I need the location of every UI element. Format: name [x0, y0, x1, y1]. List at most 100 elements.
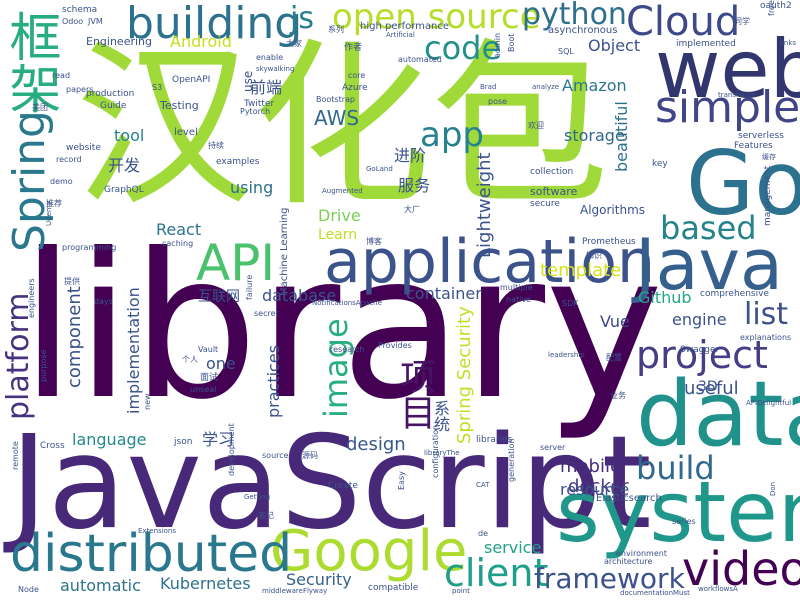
word-libraries: libraries	[476, 435, 513, 445]
word-management: management	[763, 165, 773, 226]
word-one: one	[206, 354, 236, 373]
word-free: free	[767, 0, 776, 16]
word-server: server	[540, 443, 566, 452]
word-3d: 3D	[698, 379, 718, 395]
word-zhishi: 知识	[586, 251, 602, 260]
word-hulianwang: 互联网	[198, 289, 240, 305]
word-use: use	[241, 70, 255, 92]
word-development: development	[227, 423, 236, 476]
word-simple: simple	[655, 82, 800, 133]
word-springsecurity: Spring Security	[454, 306, 475, 444]
word-project: project	[636, 333, 768, 377]
word-peizhi: 配置	[606, 353, 622, 362]
word-go: Go	[686, 132, 800, 235]
word-architecture: architecture	[604, 557, 653, 566]
word-days: days	[94, 297, 113, 306]
word-translation: translation	[718, 91, 756, 99]
word-source: source	[262, 451, 289, 460]
word-huanying: 欢迎	[528, 121, 544, 130]
word-guide: Guide	[100, 101, 127, 111]
word-jvm: JVM	[88, 17, 103, 26]
word-admin: admin	[493, 32, 502, 58]
word-yewu: 业务	[610, 391, 626, 400]
word-series: series	[672, 517, 696, 526]
word-features: Features	[734, 141, 773, 151]
word-beautiful: beautiful	[612, 101, 631, 172]
word-provides: Provides	[378, 341, 412, 350]
word-native: native	[506, 295, 531, 304]
word-biji: 笔记	[258, 511, 274, 520]
word-based: based	[660, 209, 757, 247]
word-don: Don	[769, 481, 777, 496]
word-kaifa: 开发	[108, 156, 141, 175]
word-engineering: Engineering	[86, 35, 152, 48]
word-twitter: Twitter	[244, 99, 275, 109]
word-data: data	[636, 362, 800, 467]
word-enable: enable	[256, 53, 284, 62]
word-create: Create	[328, 481, 358, 491]
word-collection: collection	[530, 167, 574, 177]
word-app: app	[420, 115, 484, 155]
word-language: language	[72, 430, 147, 449]
word-point: point	[452, 587, 470, 595]
word-compatible: compatible	[368, 583, 419, 593]
word-node: Node	[18, 585, 39, 594]
word-resource: resource	[560, 480, 630, 499]
word-pytorch: Pytorch	[240, 107, 271, 116]
word-js: js	[290, 1, 314, 36]
word-using: using	[230, 178, 274, 197]
word-key: key	[652, 159, 668, 169]
word-augmented: Augmented	[322, 187, 363, 195]
word-python: python	[522, 0, 627, 32]
word-easy: Easy	[397, 471, 406, 490]
word-xitong: 系统	[431, 400, 450, 432]
word-new: new	[143, 393, 152, 410]
word-service: service	[484, 538, 542, 557]
word-xuexi: 学习	[202, 430, 235, 449]
word-apidelightful: APIDelightful	[746, 399, 792, 407]
word-web: web	[655, 23, 800, 116]
word-pose: pose	[488, 97, 508, 106]
word-list: list	[744, 297, 789, 332]
word-docker: docker	[568, 476, 629, 497]
word-level: level	[174, 127, 198, 138]
word-image: image	[317, 318, 355, 418]
word-failure: failure	[245, 274, 254, 300]
word-zuozhe: 作者	[344, 43, 363, 53]
word-odoo: Odoo	[62, 17, 84, 26]
word-purpose: purpose	[39, 349, 48, 383]
word-comprehensive: comprehensive	[700, 289, 769, 299]
word-configuration: configuration	[431, 424, 440, 478]
word-highperformance: high performance	[360, 21, 450, 32]
word-storage: storage	[564, 126, 625, 145]
word-documentationmust: documentationMust	[620, 589, 690, 597]
word-production: production	[86, 89, 135, 99]
word-generation: generation	[507, 438, 516, 482]
word-geren: 个人	[182, 355, 198, 364]
word-algorithms: Algorithms	[580, 203, 646, 217]
word-research: research	[330, 345, 365, 354]
word-environment: environment	[616, 549, 667, 558]
word-librarythe: libraryThe	[424, 449, 460, 457]
word-demo: demo	[50, 177, 73, 186]
word-boot: Boot	[507, 33, 516, 52]
word-schema: schema	[62, 5, 98, 15]
word-json: json	[174, 437, 193, 447]
word-yuanma: 源码	[302, 451, 318, 460]
word-skywalking: skywalking	[256, 65, 295, 73]
word-dajia: 大家	[286, 39, 302, 48]
word-serverless: serverless	[738, 131, 784, 141]
word-template: template	[540, 260, 622, 281]
word-elasticsearch: Elasticsearch	[596, 493, 662, 504]
word-website: website	[66, 143, 101, 153]
word-building: building	[126, 0, 303, 49]
word-testing: Testing	[160, 99, 199, 112]
word-engineers: engineers	[27, 278, 36, 318]
word-cat: CAT	[476, 481, 490, 489]
word-practices: practices	[264, 344, 283, 418]
word-library: library	[20, 211, 664, 444]
word-android: Android	[170, 32, 232, 51]
word-notificationsapache: NotificationsApache	[312, 299, 382, 307]
word-engine: engine	[672, 310, 727, 329]
